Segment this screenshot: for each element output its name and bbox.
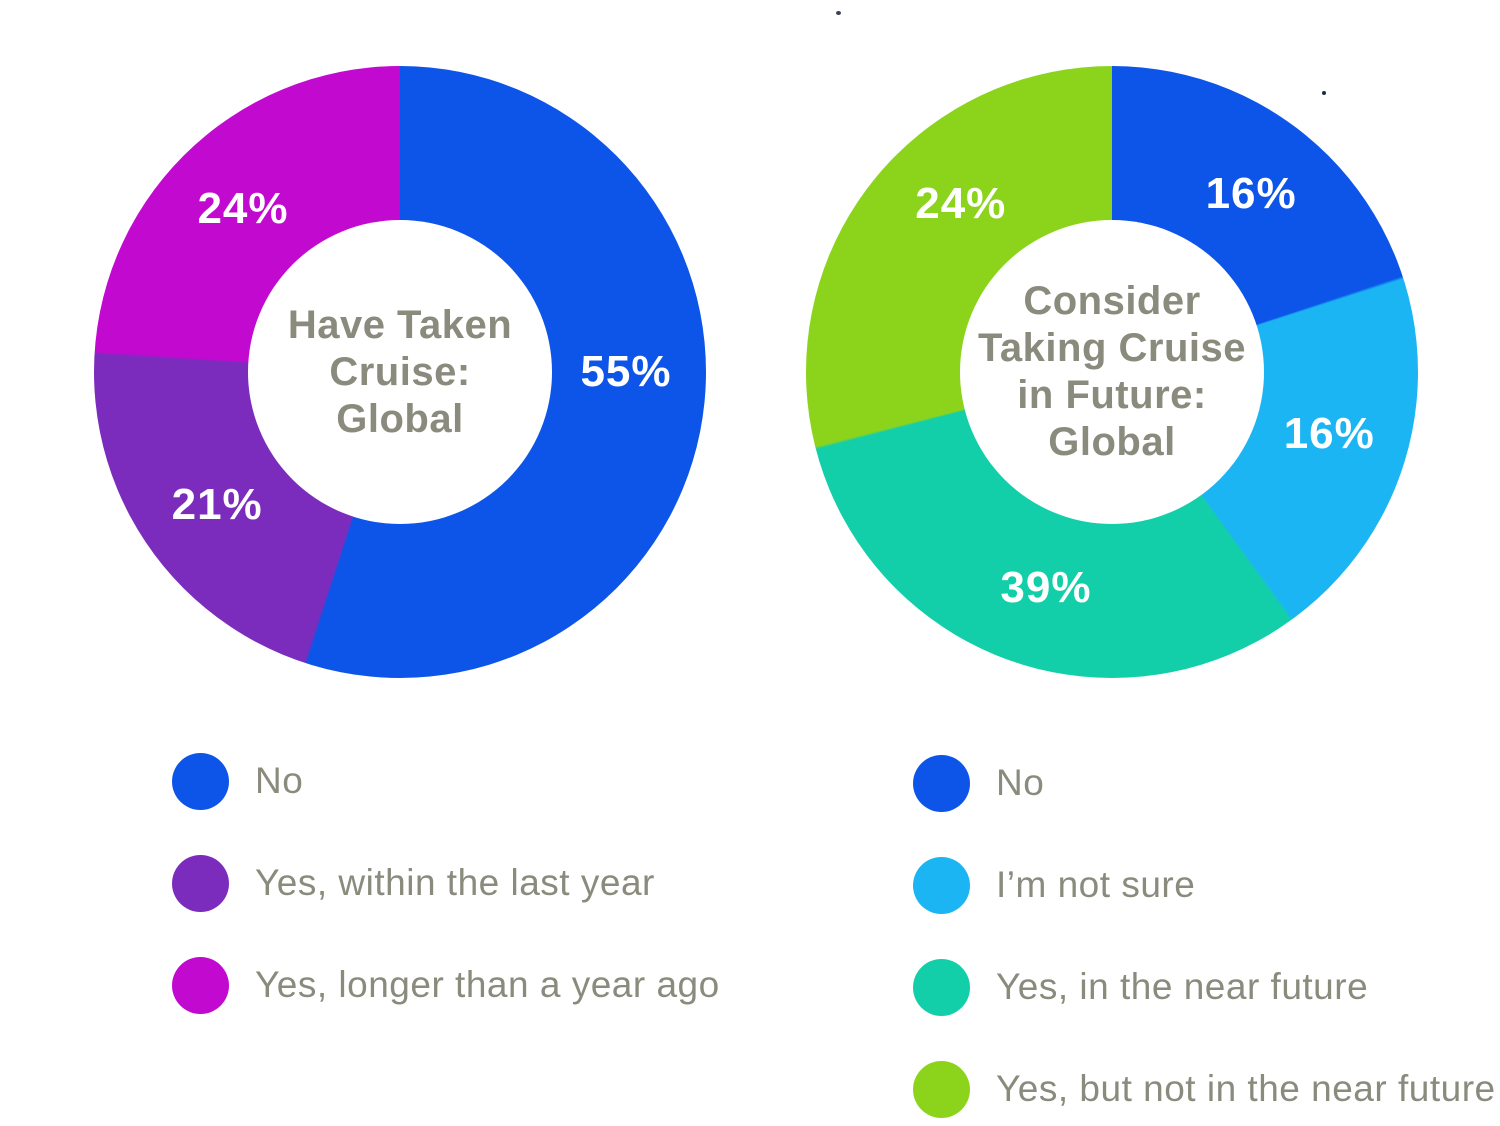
donut-center: Consider Taking Cruise in Future: Global <box>960 220 1264 524</box>
segment-value-label: 16% <box>1205 168 1297 218</box>
legend-label: No <box>996 762 1045 803</box>
legend-item: Yes, but not in the near future <box>913 1060 1496 1118</box>
segment-value-label: 55% <box>580 347 672 396</box>
donut-center: Have Taken Cruise: Global <box>248 220 552 524</box>
legend-label: Yes, but not in the near future <box>996 1068 1496 1109</box>
artifact-dot <box>836 11 841 15</box>
legend-swatch <box>913 958 970 1016</box>
segment-value-label: 24% <box>915 179 1007 229</box>
legend-item: No <box>913 754 1496 812</box>
legend-swatch <box>172 752 229 810</box>
chart-title-line: Have Taken <box>287 302 513 347</box>
legend-swatch <box>172 854 229 912</box>
chart-title-line: Taking Cruise <box>977 326 1247 370</box>
chart-title-line: Cruise: <box>329 349 471 394</box>
legend-swatch <box>172 956 229 1014</box>
chart-title-line: Consider <box>1023 279 1201 323</box>
legend-label: Yes, in the near future <box>996 966 1369 1007</box>
segment-value-label: 21% <box>171 479 263 529</box>
chart-title: Consider Taking Cruise in Future: Global <box>978 278 1246 466</box>
chart-title-line: Global <box>336 396 464 441</box>
legend-label: No <box>255 760 304 801</box>
legend-swatch <box>913 754 970 812</box>
legend-label: Yes, within the last year <box>255 862 655 903</box>
chart-title: Have Taken Cruise: Global <box>288 302 512 443</box>
chart-legend: No Yes, within the last year Yes, longer… <box>172 752 720 1014</box>
legend-item: No <box>172 752 720 810</box>
segment-value-label: 39% <box>1000 563 1092 613</box>
segment-value-label: 24% <box>197 184 289 234</box>
legend-swatch <box>913 856 970 914</box>
chart-legend: No I’m not sure Yes, in the near future … <box>913 754 1496 1118</box>
legend-item: Yes, in the near future <box>913 958 1496 1016</box>
segment-value-label: 16% <box>1283 409 1375 459</box>
donut-ring: 16% 16% 39% 24% Consider Taking Cruise i… <box>806 66 1418 678</box>
donut-ring: 55% 21% 24% Have Taken Cruise: Global <box>94 66 706 678</box>
legend-label: Yes, longer than a year ago <box>255 964 720 1005</box>
legend-item: Yes, within the last year <box>172 854 720 912</box>
legend-item: Yes, longer than a year ago <box>172 956 720 1014</box>
legend-swatch <box>913 1060 970 1118</box>
chart-title-line: Global <box>1048 420 1176 464</box>
chart-title-line: in Future: <box>1017 373 1207 417</box>
legend-item: I’m not sure <box>913 856 1496 914</box>
legend-label: I’m not sure <box>996 864 1196 905</box>
artifact-dot <box>1322 91 1326 95</box>
